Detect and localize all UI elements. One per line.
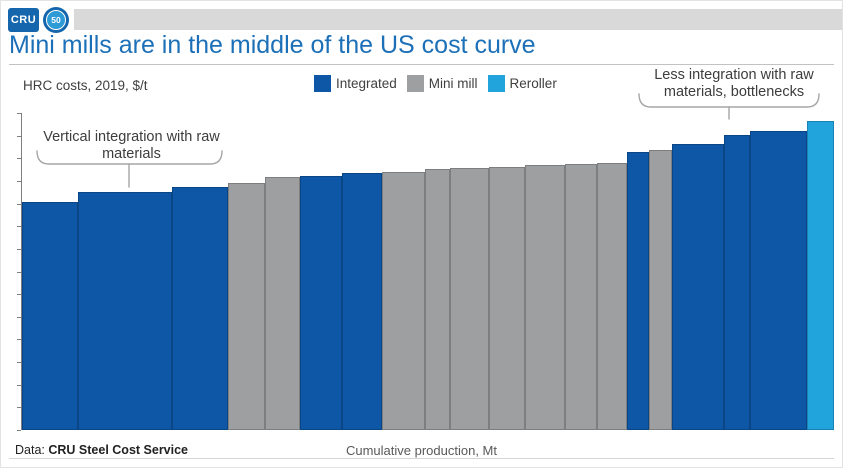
cost-bar-mini_mill [525,165,565,430]
y-axis-tick [17,113,21,114]
cost-bar-integrated [172,186,228,430]
legend-item-integrated: Integrated [314,75,397,92]
cru-logo: CRU [8,8,39,32]
footer-divider [9,458,834,459]
annotation-vertical-integration: Vertical integration with raw materials [43,129,220,162]
cost-bar-integrated [627,152,649,430]
y-axis [17,113,22,431]
y-axis-tick [17,294,21,296]
y-axis-tick [17,135,21,137]
cost-bar-mini_mill [228,183,265,430]
y-axis-tick [17,430,21,431]
legend-item-mini_mill: Mini mill [406,75,478,92]
cost-bar-mini_mill [489,166,525,430]
cost-bar-mini_mill [265,177,300,430]
y-axis-tick [17,339,21,341]
y-axis-tick [17,248,21,250]
y-axis-tick [17,158,21,160]
legend-swatch-mini_mill [406,75,424,92]
cost-bar-mini_mill [597,163,627,430]
cost-bar-mini_mill [382,171,425,430]
data-source: Data: CRU Steel Cost Service [15,443,188,457]
data-source-prefix: Data: [15,443,45,457]
legend-label-integrated: Integrated [336,76,397,91]
bars-container [22,113,834,430]
legend-label-reroller: Reroller [509,76,557,91]
y-axis-tick [17,316,21,318]
x-axis-label: Cumulative production, Mt [345,443,497,458]
y-axis-units-label: HRC costs, 2019, $/t [23,78,148,93]
legend-swatch-integrated [314,75,331,92]
legend-item-reroller: Reroller [487,75,557,92]
cost-bar-mini_mill [649,150,672,430]
data-source-name: CRU Steel Cost Service [48,443,189,457]
cost-bar-integrated [78,191,172,430]
badge-50-label: 50 [46,10,66,30]
legend-swatch-reroller [487,75,505,92]
cost-bar-mini_mill [425,169,450,430]
y-axis-tick [17,226,21,228]
cost-bar-mini_mill [565,164,597,430]
cost-bar-integrated [300,176,342,430]
cost-bar-reroller [807,120,834,430]
cost-bar-integrated [750,131,807,430]
cost-bar-integrated [342,172,382,430]
y-axis-tick [17,384,21,386]
annotation-less-integration: Less integration with raw materials, bot… [654,67,814,100]
y-axis-tick [17,203,21,205]
cost-bar-integrated [22,202,78,430]
y-axis-tick [17,271,21,273]
legend-label-mini_mill: Mini mill [428,76,478,91]
y-axis-tick [17,362,21,364]
cost-bar-integrated [724,134,750,430]
cost-bar-integrated [672,144,724,430]
title-divider [9,64,834,65]
cost-bar-mini_mill [450,168,489,430]
header-strip [74,9,842,30]
chart-legend: Integrated Mini mill Reroller [314,75,557,92]
cru-50-anniversary-badge: 50 [43,7,69,33]
cost-curve-chart [17,113,834,431]
y-axis-tick [17,180,21,182]
y-axis-tick [17,407,21,409]
page-title: Mini mills are in the middle of the US c… [9,31,536,59]
